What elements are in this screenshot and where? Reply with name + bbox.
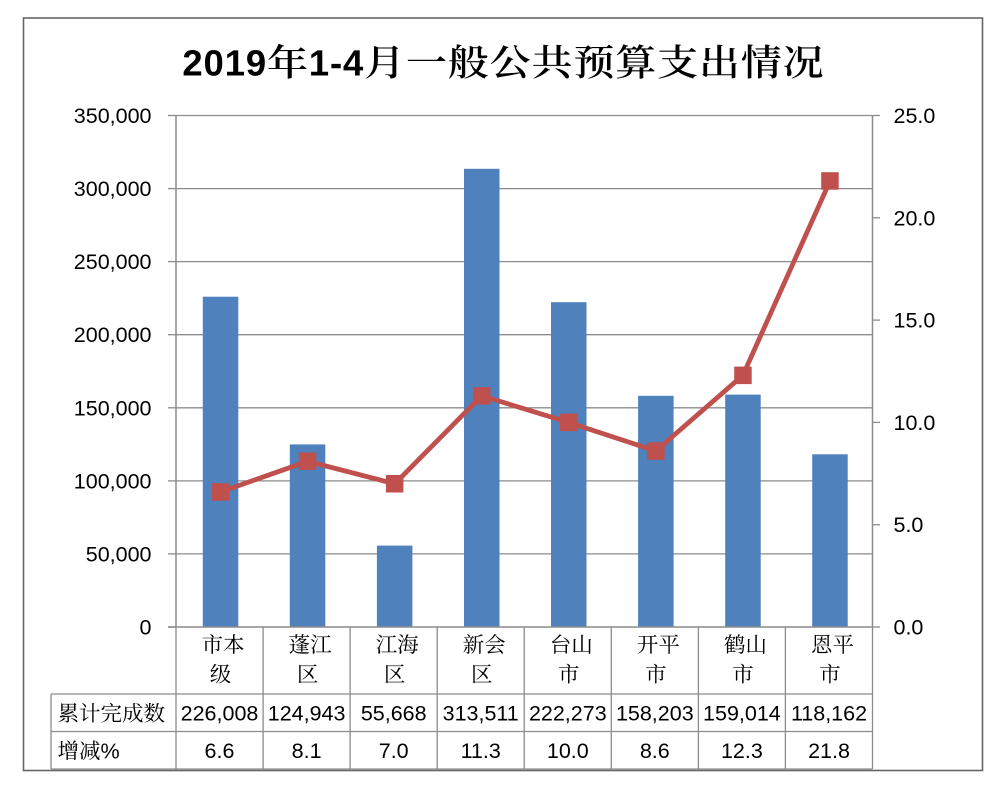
svg-text:8.1: 8.1	[292, 739, 322, 763]
svg-text:118,162: 118,162	[791, 701, 867, 725]
svg-text:150,000: 150,000	[74, 396, 152, 420]
svg-text:8.6: 8.6	[640, 739, 670, 763]
svg-text:12.3: 12.3	[721, 739, 763, 763]
svg-text:15.0: 15.0	[894, 309, 936, 333]
svg-text:159,014: 159,014	[703, 701, 781, 725]
svg-text:50,000: 50,000	[86, 543, 152, 567]
svg-text:124,943: 124,943	[268, 701, 346, 725]
svg-text:300,000: 300,000	[74, 177, 152, 201]
svg-text:20.0: 20.0	[894, 206, 936, 230]
svg-text:158,203: 158,203	[616, 701, 694, 725]
svg-text:55,668: 55,668	[361, 701, 427, 725]
svg-text:200,000: 200,000	[74, 323, 152, 347]
svg-text:226,008: 226,008	[181, 701, 259, 725]
svg-text:350,000: 350,000	[74, 104, 152, 128]
svg-text:313,511: 313,511	[443, 701, 519, 725]
svg-text:0.0: 0.0	[894, 616, 924, 640]
svg-text:25.0: 25.0	[894, 104, 936, 128]
svg-text:11.3: 11.3	[461, 739, 501, 763]
svg-text:7.0: 7.0	[379, 739, 409, 763]
svg-text:5.0: 5.0	[894, 513, 924, 537]
svg-text:222,273: 222,273	[529, 701, 607, 725]
svg-text:10.0: 10.0	[547, 739, 589, 763]
svg-text:21.8: 21.8	[808, 739, 850, 763]
svg-text:10.0: 10.0	[894, 411, 936, 435]
svg-text:250,000: 250,000	[74, 250, 152, 274]
svg-text:6.6: 6.6	[205, 739, 235, 763]
svg-text:100,000: 100,000	[74, 469, 152, 493]
svg-text:0: 0	[140, 616, 152, 640]
